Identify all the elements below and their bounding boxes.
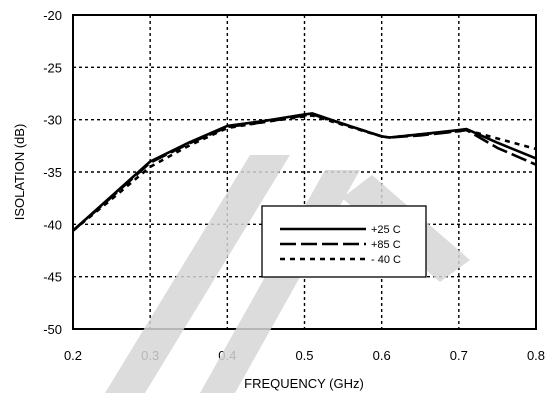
y-tick-label: -30 <box>43 113 62 128</box>
y-tick-labels: -20 -25 -30 -35 -40 -45 -50 <box>43 8 62 337</box>
series-group <box>72 112 537 232</box>
x-tick-label: 0.6 <box>373 348 391 363</box>
legend-label-minus40c: - 40 C <box>371 254 401 266</box>
y-tick-label: -40 <box>43 217 62 232</box>
legend-box <box>261 205 427 278</box>
series-line-2 <box>72 114 537 232</box>
x-tick-label: 0.2 <box>64 348 82 363</box>
x-tick-label: 0.5 <box>295 348 313 363</box>
y-tick-label: -50 <box>43 322 62 337</box>
legend-label-25c: +25 C <box>371 224 401 236</box>
y-tick-label: -35 <box>43 165 62 180</box>
grid <box>73 15 536 329</box>
y-axis-label: ISOLATION (dB) <box>12 124 27 221</box>
legend-label-85c: +85 C <box>371 239 401 251</box>
legend: +25 C +85 C - 40 C <box>261 205 427 278</box>
x-tick-label: 0.8 <box>527 348 545 363</box>
series-line-1 <box>72 113 537 232</box>
y-tick-label: -45 <box>43 270 62 285</box>
y-tick-label: -25 <box>43 60 62 75</box>
plot-frame <box>72 14 537 330</box>
y-tick-label: -20 <box>43 8 62 23</box>
x-axis-label: FREQUENCY (GHz) <box>244 376 364 391</box>
x-tick-label: 0.7 <box>450 348 468 363</box>
